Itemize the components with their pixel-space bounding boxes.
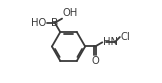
Text: B: B: [51, 18, 58, 28]
Text: HO: HO: [31, 18, 46, 28]
Text: HN: HN: [103, 37, 118, 47]
Text: O: O: [91, 56, 99, 66]
Text: Cl: Cl: [120, 32, 130, 42]
Text: OH: OH: [63, 8, 78, 18]
